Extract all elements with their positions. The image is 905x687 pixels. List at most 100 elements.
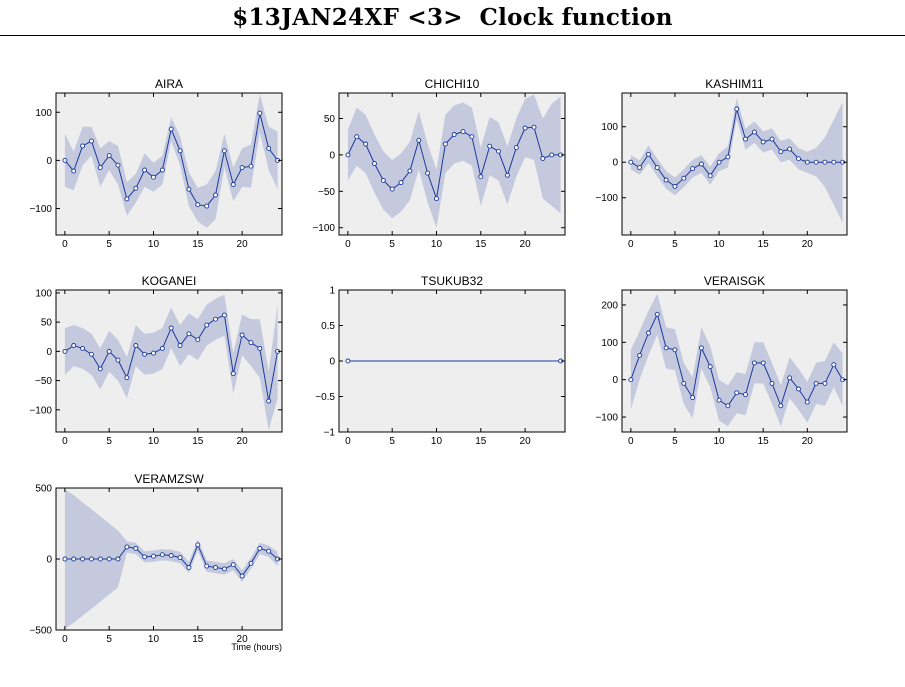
data-point bbox=[159, 167, 165, 173]
y-tick-label: 100 bbox=[601, 122, 618, 133]
data-point bbox=[80, 345, 86, 351]
data-point bbox=[698, 161, 704, 167]
data-point bbox=[398, 180, 404, 186]
data-point bbox=[760, 139, 766, 145]
data-point bbox=[751, 129, 757, 135]
data-point bbox=[804, 159, 810, 165]
data-point bbox=[760, 360, 766, 366]
chart-title: KOGANEI bbox=[142, 274, 197, 288]
data-point bbox=[690, 395, 696, 401]
data-point bbox=[168, 325, 174, 331]
chart-panel-veraisgk: 0 5 10 15 20 200 100 0 −100 VERAISGK bbox=[595, 274, 848, 447]
y-tick-label: −50 bbox=[35, 376, 52, 387]
data-point bbox=[213, 565, 218, 570]
data-point bbox=[487, 143, 493, 149]
data-point bbox=[751, 360, 757, 366]
y-tick-label: 0 bbox=[46, 555, 52, 566]
data-point bbox=[725, 154, 731, 160]
plot-frame bbox=[338, 92, 566, 236]
chart-title: CHICHI10 bbox=[425, 77, 480, 91]
data-point bbox=[62, 556, 68, 562]
data-point bbox=[62, 348, 68, 354]
data-point bbox=[425, 170, 431, 176]
data-point bbox=[71, 168, 77, 174]
x-tick-label: 5 bbox=[106, 634, 112, 645]
data-point bbox=[743, 136, 748, 142]
data-point bbox=[531, 124, 537, 130]
data-point bbox=[80, 143, 86, 149]
data-point bbox=[637, 165, 643, 171]
data-point bbox=[442, 141, 448, 147]
error-band bbox=[347, 94, 561, 228]
data-point bbox=[71, 343, 77, 348]
data-point bbox=[239, 332, 245, 338]
x-tick-label: 20 bbox=[237, 634, 249, 645]
page-title: $13JAN24XF <3> Clock function bbox=[232, 4, 673, 31]
data-point bbox=[460, 129, 466, 135]
data-point bbox=[354, 134, 360, 140]
data-point bbox=[204, 563, 210, 569]
y-tick-label: 500 bbox=[35, 484, 52, 495]
data-point bbox=[195, 337, 201, 343]
data-point bbox=[168, 553, 174, 558]
x-tick-label: 20 bbox=[802, 436, 814, 447]
error-band bbox=[64, 489, 278, 629]
data-point bbox=[796, 156, 801, 162]
y-tick-label: −100 bbox=[29, 405, 52, 416]
data-point bbox=[725, 403, 731, 409]
data-point bbox=[115, 357, 121, 363]
data-point bbox=[345, 152, 351, 158]
data-point bbox=[204, 203, 210, 209]
data-point bbox=[62, 157, 68, 163]
data-point bbox=[407, 168, 413, 174]
x-tick-label: 10 bbox=[148, 436, 160, 447]
data-point bbox=[248, 560, 254, 566]
data-point bbox=[778, 149, 784, 155]
data-point bbox=[663, 345, 669, 351]
x-tick-label: 20 bbox=[802, 239, 814, 250]
y-tick-label: −100 bbox=[595, 193, 618, 204]
data-point bbox=[186, 186, 192, 192]
data-point bbox=[646, 330, 651, 336]
x-tick-label: 10 bbox=[713, 436, 725, 447]
data-point bbox=[133, 545, 139, 551]
data-point bbox=[672, 183, 678, 189]
y-tick-label: −50 bbox=[318, 187, 335, 198]
data-point bbox=[372, 161, 377, 167]
data-point bbox=[142, 351, 148, 357]
data-point bbox=[734, 390, 740, 396]
data-point bbox=[522, 125, 528, 131]
x-tick-label: 0 bbox=[62, 634, 68, 645]
y-tick-label: −500 bbox=[29, 626, 52, 637]
x-tick-label: 10 bbox=[713, 239, 725, 250]
plot-frame bbox=[55, 92, 283, 236]
x-tick-label: 10 bbox=[148, 634, 160, 645]
y-tick-label: 50 bbox=[41, 318, 53, 329]
chart-title: VERAMZSW bbox=[134, 472, 204, 486]
data-point bbox=[716, 159, 722, 165]
x-tick-label: 5 bbox=[672, 239, 678, 250]
data-point bbox=[159, 552, 165, 558]
data-point bbox=[221, 148, 227, 154]
data-point bbox=[71, 556, 77, 562]
x-tick-label: 5 bbox=[106, 436, 112, 447]
data-point bbox=[142, 554, 148, 560]
data-point bbox=[186, 565, 192, 570]
data-point bbox=[769, 136, 775, 142]
data-point bbox=[389, 186, 395, 192]
data-point bbox=[663, 177, 669, 183]
data-point bbox=[89, 351, 94, 357]
chart-title: AIRA bbox=[155, 77, 183, 91]
data-point bbox=[248, 340, 254, 346]
data-point bbox=[796, 386, 801, 392]
error-band bbox=[630, 98, 843, 223]
x-tick-label: 0 bbox=[345, 239, 351, 250]
data-point bbox=[97, 556, 103, 562]
data-point bbox=[230, 182, 236, 187]
y-tick-label: −0.5 bbox=[315, 392, 335, 403]
data-point bbox=[151, 350, 156, 356]
data-point bbox=[124, 544, 130, 550]
data-point bbox=[690, 166, 696, 172]
data-point bbox=[646, 151, 651, 157]
data-point bbox=[124, 375, 130, 381]
